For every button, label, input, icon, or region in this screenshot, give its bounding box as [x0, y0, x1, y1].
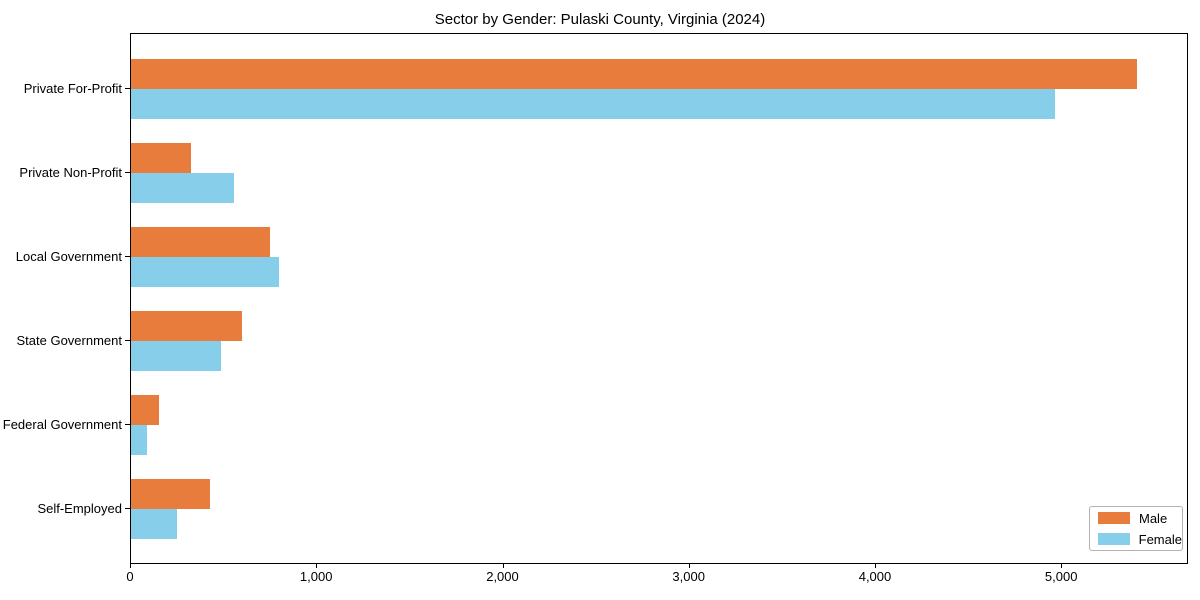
- bar-male-4: [131, 311, 242, 341]
- legend: Male Female: [1089, 506, 1183, 551]
- y-axis-label: Self-Employed: [37, 501, 122, 516]
- y-axis-tick: [125, 256, 130, 257]
- x-axis-tick-label: 3,000: [672, 569, 705, 584]
- bar-female-6: [131, 509, 177, 539]
- y-axis-label: Federal Government: [2, 417, 122, 432]
- x-axis-tick-label: 5,000: [1044, 569, 1078, 584]
- y-axis-tick: [125, 172, 130, 173]
- y-axis-tick: [125, 340, 130, 341]
- plot-area: Male Female: [130, 33, 1188, 564]
- bar-female-3: [131, 257, 280, 287]
- bar-female-1: [131, 89, 1055, 119]
- bar-female-2: [131, 173, 235, 203]
- bar-female-5: [131, 425, 147, 455]
- x-axis-tick-label: 0: [126, 569, 134, 584]
- x-axis-tick: [502, 563, 504, 568]
- legend-label-male: Male: [1139, 510, 1168, 526]
- legend-label-female: Female: [1138, 531, 1182, 547]
- x-axis-tick: [130, 563, 131, 568]
- legend-swatch-male-icon: [1098, 512, 1130, 524]
- legend-entry-female: Female: [1098, 532, 1182, 547]
- chart-title: Sector by Gender: Pulaski County, Virgin…: [434, 11, 766, 28]
- bar-male-3: [131, 227, 270, 257]
- x-axis-tick: [875, 563, 876, 568]
- y-axis-tick: [125, 508, 130, 509]
- y-axis-tick: [125, 424, 130, 425]
- y-axis-label: Private For-Profit: [23, 81, 122, 96]
- bar-female-4: [131, 341, 222, 371]
- x-axis-tick: [688, 563, 690, 568]
- bar-male-6: [131, 479, 211, 509]
- y-axis-label: Private Non-Profit: [19, 165, 122, 180]
- x-axis-tick-label: 2,000: [486, 569, 519, 584]
- legend-entry-male: Male: [1098, 511, 1182, 526]
- bar-male-5: [131, 395, 159, 425]
- bar-male-2: [131, 143, 191, 173]
- y-axis-label: Local Government: [15, 249, 122, 264]
- x-axis-tick-label: 1,000: [299, 569, 333, 584]
- x-axis-tick-label: 4,000: [858, 569, 892, 584]
- x-axis-tick: [316, 563, 318, 568]
- legend-swatch-female-icon: [1098, 533, 1130, 545]
- y-axis-label: State Government: [16, 333, 123, 348]
- x-axis-tick: [1061, 563, 1063, 568]
- y-axis-tick: [125, 88, 130, 89]
- bar-male-1: [131, 59, 1137, 89]
